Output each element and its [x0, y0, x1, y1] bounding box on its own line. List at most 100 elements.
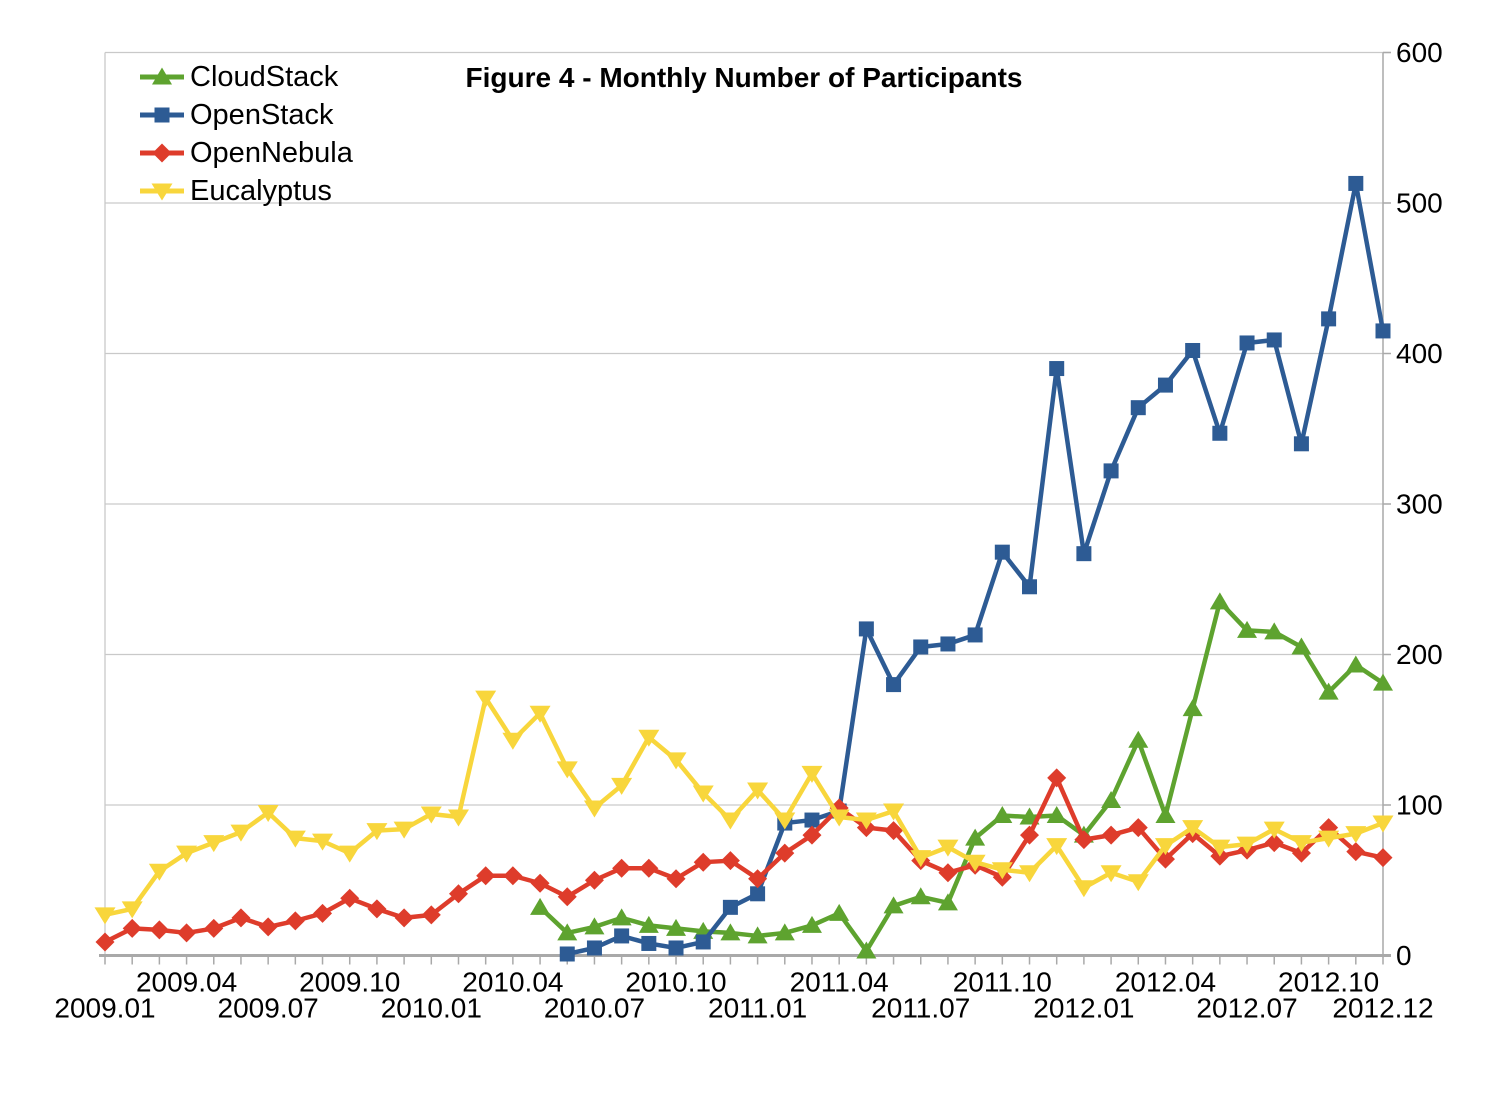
series-opennebula: [95, 768, 1393, 952]
marker-openstack: [1076, 546, 1092, 562]
marker-openstack: [1103, 463, 1119, 479]
marker-cloudstack: [1046, 806, 1067, 824]
x-axis-label: 2010.01: [381, 993, 482, 1024]
chart-title: Figure 4 - Monthly Number of Participant…: [465, 62, 1023, 93]
marker-openstack: [994, 544, 1010, 560]
marker-openstack: [913, 639, 929, 655]
marker-opennebula: [367, 899, 387, 919]
marker-openstack: [722, 899, 738, 915]
legend-marker-openstack: [140, 107, 184, 123]
marker-eucalyptus: [747, 782, 769, 800]
marker-openstack: [1321, 311, 1337, 327]
marker-cloudstack: [747, 926, 768, 944]
marker-opennebula: [802, 825, 822, 845]
x-axis-label: 2010.07: [544, 993, 645, 1024]
marker-cloudstack: [1264, 622, 1285, 640]
marker-eucalyptus: [991, 862, 1013, 880]
legend-marker-opennebula: [140, 143, 184, 163]
y-axis-label: 0: [1396, 940, 1412, 971]
marker-opennebula: [938, 863, 958, 883]
marker-opennebula: [1101, 825, 1121, 845]
x-axis-label: 2009.07: [218, 993, 319, 1024]
marker-opennebula: [503, 866, 523, 886]
marker-eucalyptus: [1073, 880, 1095, 898]
marker-cloudstack: [883, 896, 904, 914]
marker-opennebula: [231, 908, 251, 928]
marker-eucalyptus: [502, 732, 524, 750]
marker-cloudstack: [530, 897, 551, 915]
marker-opennebula: [639, 858, 659, 878]
marker-openstack: [614, 928, 630, 944]
marker-openstack: [1022, 579, 1038, 595]
marker-eucalyptus: [121, 901, 143, 919]
y-axis-label: 500: [1396, 188, 1443, 219]
legend-label-openstack: OpenStack: [190, 98, 334, 131]
marker-opennebula: [95, 932, 115, 952]
marker-opennebula: [884, 821, 904, 841]
x-axis-label: 2012.04: [1115, 967, 1216, 998]
marker-eucalyptus: [230, 824, 252, 842]
marker-eucalyptus: [692, 785, 714, 803]
marker-cloudstack: [1345, 655, 1366, 673]
marker-opennebula: [1074, 830, 1094, 850]
x-axis-label: 2012.10: [1278, 967, 1379, 998]
marker-eucalyptus: [937, 839, 959, 857]
marker-openstack: [559, 946, 575, 962]
series-eucalyptus: [94, 690, 1394, 925]
marker-opennebula: [1264, 833, 1284, 853]
marker-openstack: [1157, 377, 1173, 393]
marker-eucalyptus: [665, 752, 687, 770]
x-axis-label: 2011.07: [871, 993, 970, 1024]
legend-label-cloudstack: CloudStack: [190, 60, 339, 93]
marker-eucalyptus: [1372, 815, 1394, 833]
marker-eucalyptus: [148, 863, 170, 881]
marker-eucalyptus: [964, 854, 986, 872]
legend-item-openstack: OpenStack: [138, 96, 353, 134]
marker-cloudstack: [557, 923, 578, 941]
marker-openstack: [1348, 175, 1364, 191]
marker-eucalyptus: [1209, 839, 1231, 857]
marker-openstack: [1375, 323, 1391, 339]
marker-eucalyptus: [910, 850, 932, 868]
marker-eucalyptus: [257, 805, 279, 823]
marker-opennebula: [1346, 842, 1366, 862]
marker-opennebula: [122, 918, 142, 938]
x-axis-label: 2009.01: [54, 993, 155, 1024]
marker-eucalyptus: [1345, 826, 1367, 844]
marker-openstack: [1266, 332, 1282, 348]
marker-openstack: [1293, 436, 1309, 452]
marker-opennebula: [720, 851, 740, 871]
marker-opennebula: [285, 911, 305, 931]
y-axis-label: 400: [1396, 338, 1443, 369]
marker-eucalyptus: [883, 803, 905, 821]
marker-openstack: [1185, 342, 1201, 358]
y-axis-label: 600: [1396, 37, 1443, 68]
y-axis-label: 300: [1396, 489, 1443, 520]
marker-openstack: [1130, 400, 1146, 416]
marker-cloudstack: [992, 806, 1013, 824]
marker-cloudstack: [1237, 620, 1258, 638]
legend-marker-eucalyptus: [140, 183, 184, 201]
marker-opennebula: [258, 917, 278, 937]
marker-cloudstack: [937, 893, 958, 911]
y-axis-label: 200: [1396, 639, 1443, 670]
marker-eucalyptus: [1290, 835, 1312, 853]
marker-opennebula: [1047, 768, 1067, 788]
x-axis-label: 2011.01: [708, 993, 807, 1024]
x-axis-label: 2011.04: [790, 967, 889, 998]
marker-eucalyptus: [1154, 838, 1176, 856]
x-axis-label: 2010.04: [462, 967, 563, 998]
marker-openstack: [750, 886, 766, 902]
marker-opennebula: [340, 888, 360, 908]
marker-cloudstack: [965, 828, 986, 846]
marker-eucalyptus: [1263, 821, 1285, 839]
marker-opennebula: [666, 869, 686, 889]
legend-item-eucalyptus: Eucalyptus: [138, 172, 353, 210]
marker-openstack: [695, 934, 711, 950]
marker-opennebula: [557, 887, 577, 907]
marker-openstack: [586, 940, 602, 956]
marker-eucalyptus: [1182, 820, 1204, 838]
marker-eucalyptus: [801, 765, 823, 783]
